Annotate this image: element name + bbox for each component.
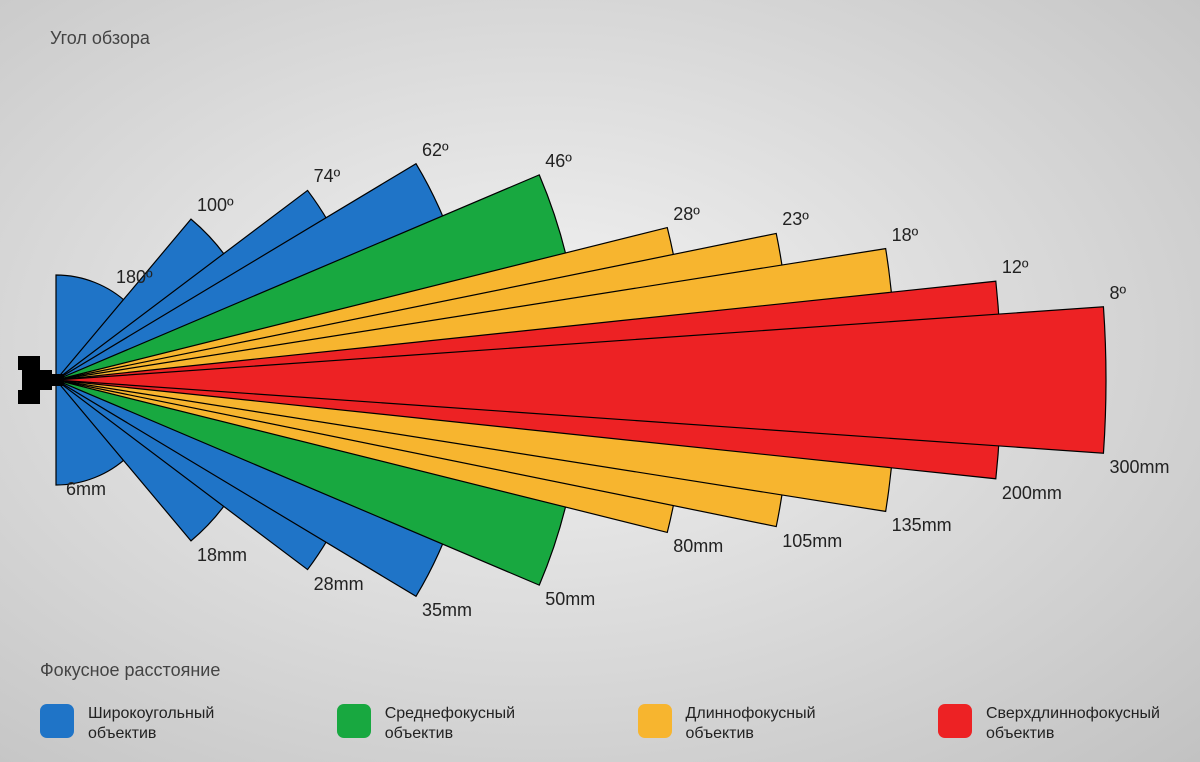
focal-label: 6mm — [66, 479, 106, 500]
legend-text: Сверхдлиннофокусныйобъектив — [986, 704, 1160, 744]
legend-swatch — [40, 704, 74, 738]
legend-item: Среднефокусныйобъектив — [337, 704, 515, 744]
legend-text: Среднефокусныйобъектив — [385, 704, 515, 744]
angle-label: 18º — [892, 225, 919, 246]
focal-label: 28mm — [314, 574, 364, 595]
angle-label: 46º — [545, 151, 572, 172]
legend-line2: объектив — [385, 724, 515, 744]
legend-line1: Широкоугольный — [88, 704, 214, 724]
legend-text: Длиннофокусныйобъектив — [686, 704, 816, 744]
focal-length-diagram: Угол обзора Фокусное расстояние Широкоуг… — [0, 0, 1200, 762]
legend-line2: объектив — [986, 724, 1160, 744]
angle-label: 100º — [197, 195, 234, 216]
focal-label: 18mm — [197, 545, 247, 566]
angle-label: 28º — [673, 204, 700, 225]
legend-item: Сверхдлиннофокусныйобъектив — [938, 704, 1160, 744]
focal-label: 105mm — [782, 531, 842, 552]
legend-swatch — [638, 704, 672, 738]
angle-label: 74º — [314, 166, 341, 187]
legend-swatch — [337, 704, 371, 738]
focal-label: 50mm — [545, 589, 595, 610]
focal-label: 200mm — [1002, 483, 1062, 504]
legend-text: Широкоугольныйобъектив — [88, 704, 214, 744]
legend-swatch — [938, 704, 972, 738]
legend-item: Широкоугольныйобъектив — [40, 704, 214, 744]
focal-label: 135mm — [892, 515, 952, 536]
angle-label: 62º — [422, 140, 449, 161]
wedge-svg — [0, 0, 1200, 762]
legend-line1: Среднефокусный — [385, 704, 515, 724]
focal-label: 300mm — [1109, 457, 1169, 478]
title-angle-of-view: Угол обзора — [50, 28, 150, 49]
legend-line1: Длиннофокусный — [686, 704, 816, 724]
angle-label: 180º — [116, 267, 153, 288]
angle-label: 12º — [1002, 257, 1029, 278]
focal-label: 80mm — [673, 536, 723, 557]
legend-item: Длиннофокусныйобъектив — [638, 704, 816, 744]
angle-label: 23º — [782, 209, 809, 230]
legend: ШирокоугольныйобъективСреднефокусныйобъе… — [40, 704, 1160, 744]
angle-label: 8º — [1109, 283, 1126, 304]
title-focal-length: Фокусное расстояние — [40, 660, 220, 681]
legend-line2: объектив — [686, 724, 816, 744]
legend-line2: объектив — [88, 724, 214, 744]
legend-line1: Сверхдлиннофокусный — [986, 704, 1160, 724]
focal-label: 35mm — [422, 600, 472, 621]
